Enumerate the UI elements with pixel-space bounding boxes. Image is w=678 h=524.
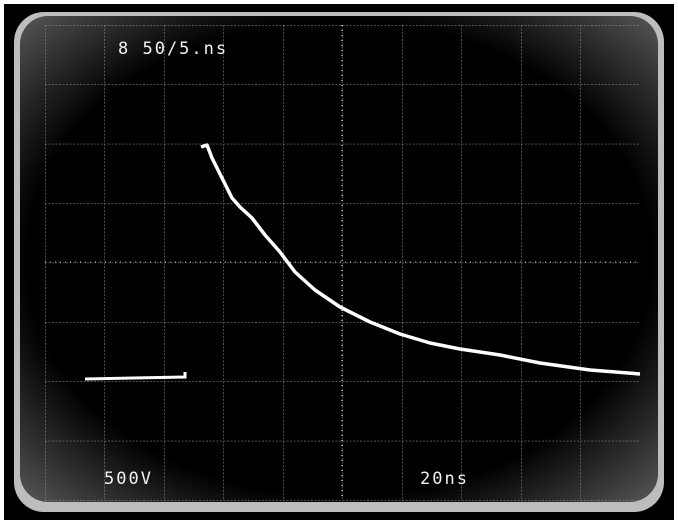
page: 8 50/5.ns 500V 20ns (() => { const data … xyxy=(0,0,678,524)
graticule xyxy=(45,25,640,501)
vertical-scale: 500V xyxy=(104,469,153,489)
oscilloscope-photo: 8 50/5.ns 500V 20ns xyxy=(0,0,678,524)
header-text: 8 50/5.ns xyxy=(118,39,228,59)
time-scale: 20ns xyxy=(420,469,469,489)
